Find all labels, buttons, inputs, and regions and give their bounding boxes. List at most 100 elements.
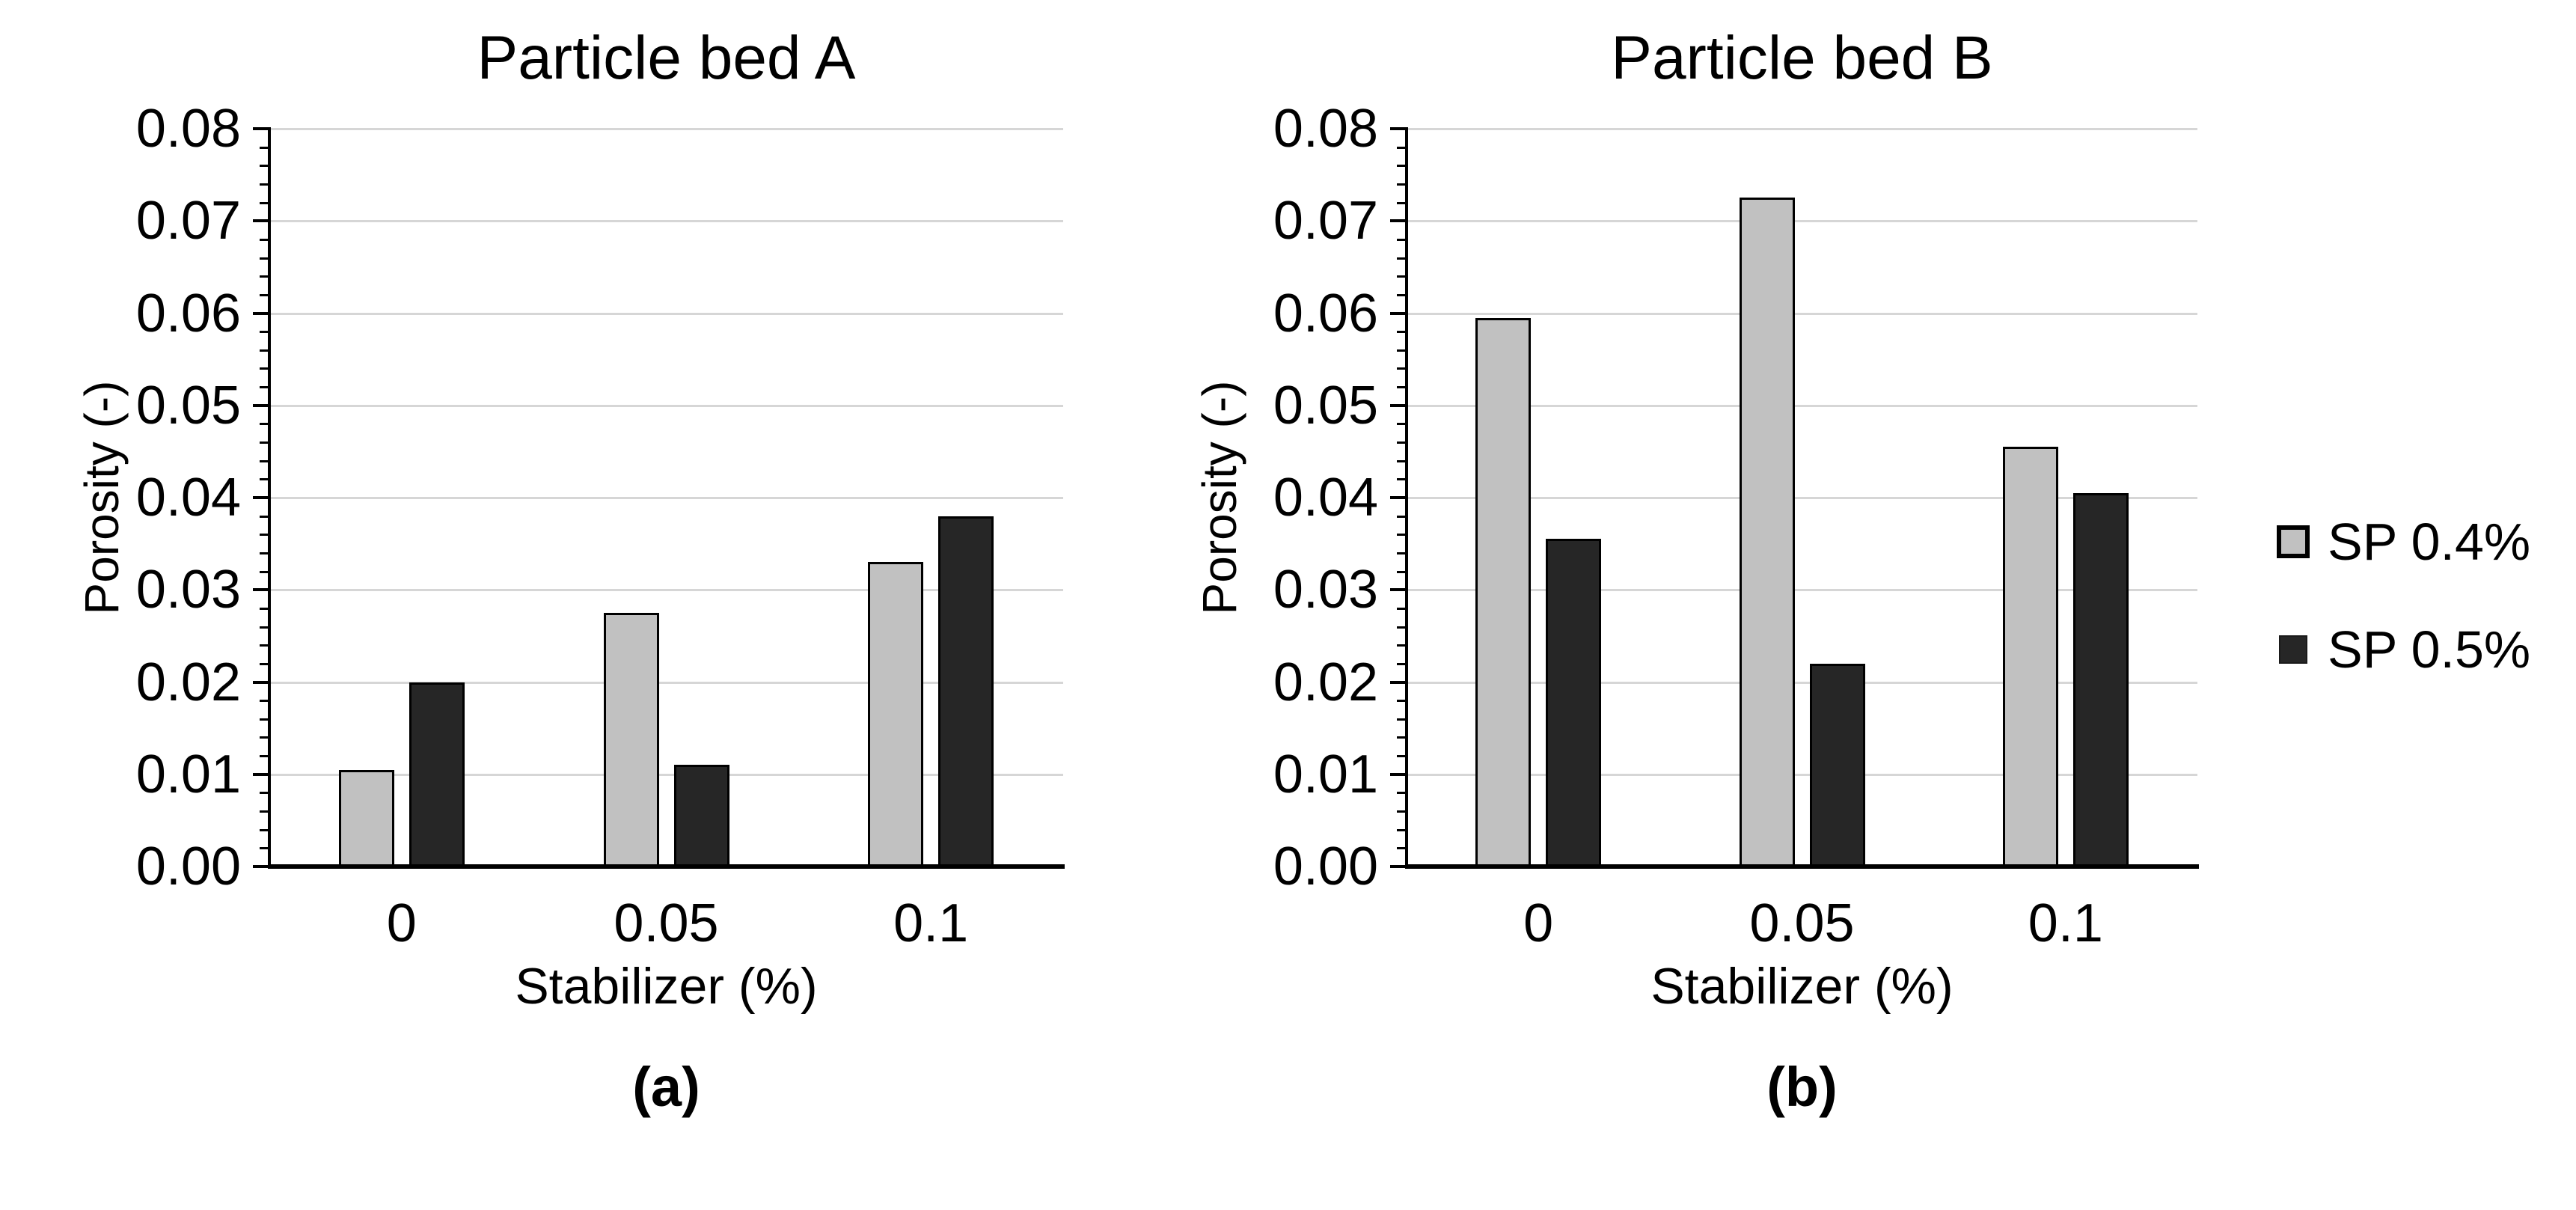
y-tick-label: 0.03 [135,560,241,620]
y-minor-tick [1397,459,1407,462]
chart-b-x-axis-title: Stabilizer (%) [1650,958,1954,1015]
y-minor-tick [1397,736,1407,739]
bar-sp-0-4--cat-0 [338,769,394,867]
y-minor-tick [1397,828,1407,831]
y-major-tick [1390,588,1407,592]
gridline [1407,404,2197,407]
gridline [1407,589,2197,592]
chart-a-x-axis-title: Stabilizer (%) [515,958,818,1015]
x-tick-label: 0 [386,893,417,953]
y-minor-tick [1397,700,1407,703]
y-minor-tick [260,349,269,352]
x-tick-label: 0.1 [893,893,969,953]
y-minor-tick [1397,146,1407,149]
y-minor-tick [260,607,269,610]
bar-sp-0-4--cat-0.05 [603,613,659,867]
gridline [269,589,1063,592]
y-major-tick [1390,127,1407,130]
y-tick-label: 0.07 [135,191,241,251]
y-minor-tick [260,165,269,168]
x-tick-label: 0 [1523,893,1554,953]
y-minor-tick [260,755,269,758]
y-minor-tick [1397,201,1407,204]
y-minor-tick [260,515,269,518]
y-minor-tick [260,662,269,665]
y-tick-label: 0.02 [135,652,241,712]
y-minor-tick [1397,238,1407,241]
y-minor-tick [1397,349,1407,352]
y-minor-tick [260,441,269,444]
y-major-tick [1390,403,1407,407]
y-major-tick [1390,680,1407,684]
y-major-tick [253,496,269,499]
y-axis-line [1405,127,1408,869]
y-minor-tick [1397,367,1407,370]
y-minor-tick [1397,607,1407,610]
y-minor-tick [260,626,269,629]
y-minor-tick [1397,275,1407,278]
y-tick-label: 0.00 [135,837,241,896]
y-minor-tick [260,534,269,537]
y-minor-tick [260,810,269,813]
bar-sp-0-4--cat-0.05 [1739,198,1795,867]
gridline [269,220,1063,223]
y-minor-tick [260,201,269,204]
y-tick-label: 0.05 [1273,375,1378,436]
y-minor-tick [260,459,269,462]
y-major-tick [1390,311,1407,315]
y-major-tick [253,865,269,868]
y-minor-tick [260,146,269,149]
y-major-tick [253,403,269,407]
y-major-tick [253,680,269,684]
y-minor-tick [1397,423,1407,426]
y-minor-tick [1397,718,1407,721]
gridline [269,773,1063,776]
x-tick-label: 0.05 [614,893,719,953]
y-minor-tick [260,423,269,426]
y-minor-tick [1397,644,1407,647]
y-minor-tick [1397,331,1407,334]
bar-sp-0-5--cat-0 [1546,539,1602,867]
y-minor-tick [260,478,269,481]
y-minor-tick [1397,755,1407,758]
y-minor-tick [1397,570,1407,573]
y-minor-tick [1397,792,1407,795]
y-major-tick [253,219,269,223]
gridline [1407,773,2197,776]
y-tick-label: 0.04 [135,468,241,528]
gridline [1407,128,2197,130]
legend-item-sp-05: SP 0.5% [2277,617,2530,682]
y-minor-tick [260,644,269,647]
y-tick-label: 0.00 [1273,837,1378,896]
gridline [269,128,1063,130]
y-minor-tick [260,700,269,703]
y-minor-tick [1397,626,1407,629]
y-minor-tick [1397,810,1407,813]
gridline [269,404,1063,407]
y-major-tick [1390,772,1407,776]
y-minor-tick [260,570,269,573]
y-major-tick [1390,219,1407,223]
bar-sp-0-4--cat-0 [1475,317,1532,867]
legend-label-sp-04: SP 0.4% [2328,513,2531,571]
legend-swatch-sp-05-icon [2279,635,2307,664]
legend-item-sp-04: SP 0.4% [2277,509,2530,575]
y-minor-tick [260,792,269,795]
legend-label-sp-05: SP 0.5% [2328,620,2531,679]
y-minor-tick [260,331,269,334]
y-minor-tick [1397,847,1407,850]
bar-sp-0-5--cat-0 [409,682,465,867]
y-minor-tick [1397,534,1407,537]
y-tick-label: 0.06 [1273,283,1378,343]
bar-sp-0-4--cat-0.1 [2002,447,2058,867]
y-minor-tick [1397,441,1407,444]
gridline [269,497,1063,499]
y-tick-label: 0.04 [1273,468,1378,528]
y-minor-tick [260,847,269,850]
y-minor-tick [1397,257,1407,260]
x-axis-line [1405,864,2199,869]
bar-sp-0-5--cat-0.1 [2072,492,2129,867]
chart-a-title: Particle bed A [477,24,856,92]
